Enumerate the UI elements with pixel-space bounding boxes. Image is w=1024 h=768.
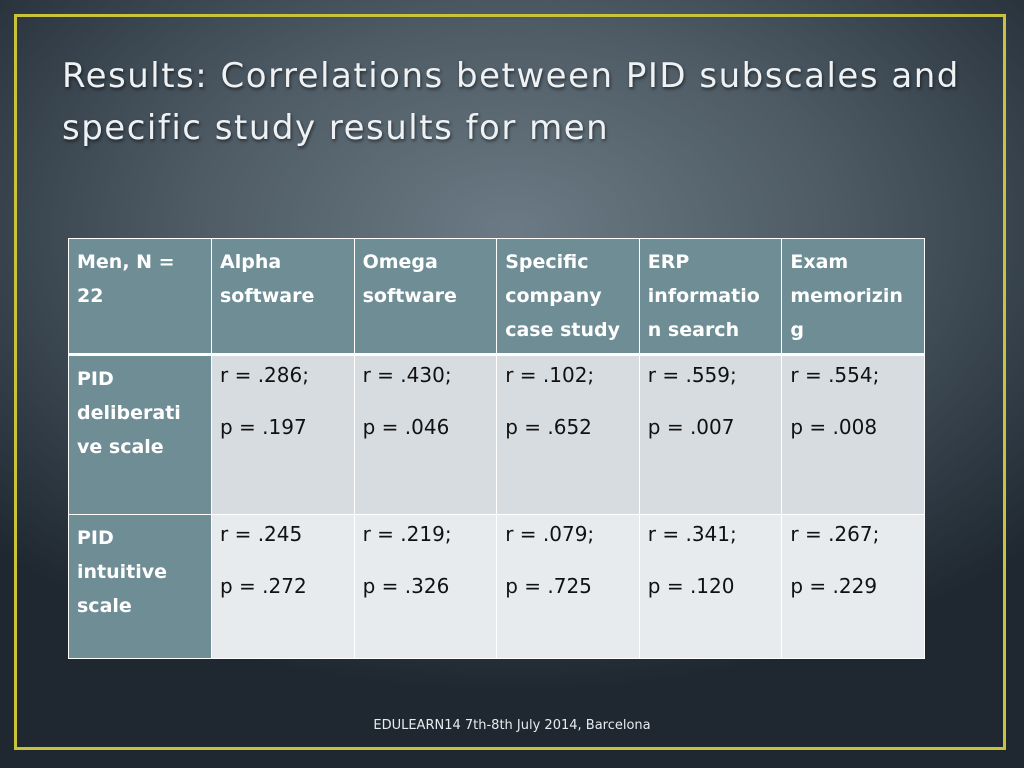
column-header-case-study: Specific company case study (496, 238, 640, 356)
p-value: p = .008 (790, 415, 878, 439)
p-value: p = .326 (362, 574, 450, 598)
table-cell: r = .430; p = .046 (353, 354, 498, 515)
p-value: p = .272 (220, 574, 307, 598)
row-header-deliberative: PID deliberati ve scale (68, 354, 212, 515)
column-header-exam: Exam memorizin g (781, 238, 925, 356)
table-cell: r = .102; p = .652 (496, 354, 640, 515)
p-value: p = .197 (220, 415, 307, 439)
table-cell: r = .267; p = .229 (781, 514, 925, 659)
r-value: r = .219; (362, 522, 452, 546)
table-cell: r = .079; p = .725 (496, 514, 640, 659)
table-cell: r = .554; p = .008 (781, 354, 925, 515)
table-cell: r = .341; p = .120 (638, 514, 783, 659)
slide-footer: EDULEARN14 7th-8th July 2014, Barcelona (373, 718, 651, 733)
r-value: r = .079; (505, 522, 595, 546)
table-cell: r = .219; p = .326 (353, 514, 498, 659)
p-value: p = .046 (362, 415, 450, 439)
slide-title: Results: Correlations between PID subsca… (62, 56, 960, 148)
p-value: p = .229 (790, 574, 878, 598)
p-value: p = .007 (647, 415, 735, 439)
table-row: PID intuitive scale r = .245 p = .272 r =… (68, 514, 925, 659)
correlation-table: Men, N = 22 Alpha software Omega softwar… (68, 238, 925, 659)
r-value: r = .102; (505, 363, 595, 387)
p-value: p = .652 (505, 415, 592, 439)
r-value: r = .430; (362, 363, 452, 387)
column-header-alpha: Alpha software (211, 238, 355, 356)
slide-frame (14, 14, 1006, 750)
table-row: PID deliberati ve scale r = .286; p = .19… (68, 354, 925, 515)
r-value: r = .245 (220, 522, 303, 546)
p-value: p = .725 (505, 574, 592, 598)
table-cell: r = .286; p = .197 (211, 354, 355, 515)
row-header-intuitive: PID intuitive scale (68, 514, 212, 659)
r-value: r = .559; (647, 363, 737, 387)
column-header-omega: Omega software (353, 238, 498, 356)
corner-header: Men, N = 22 (68, 238, 212, 356)
p-value: p = .120 (647, 574, 735, 598)
r-value: r = .267; (790, 522, 880, 546)
r-value: r = .341; (647, 522, 737, 546)
column-header-erp: ERP informatio n search (638, 238, 783, 356)
r-value: r = .286; (220, 363, 309, 387)
table-header-row: Men, N = 22 Alpha software Omega softwar… (68, 238, 925, 356)
table-cell: r = .245 p = .272 (211, 514, 355, 659)
r-value: r = .554; (790, 363, 880, 387)
table-cell: r = .559; p = .007 (638, 354, 783, 515)
